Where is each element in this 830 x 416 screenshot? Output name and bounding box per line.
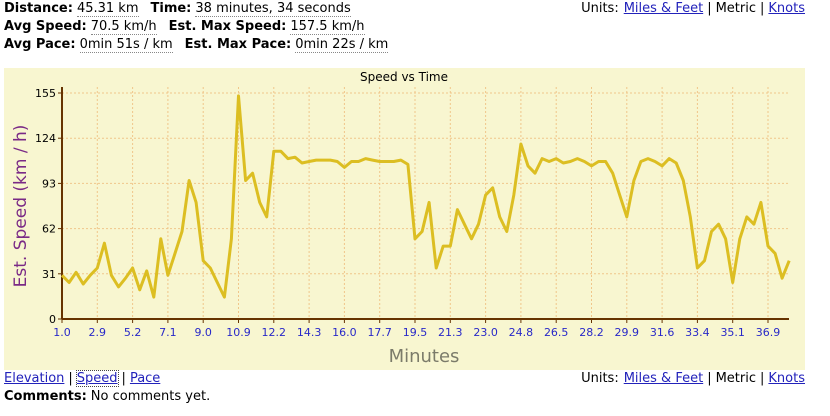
unit-current: Metric [715,371,757,386]
y-tick-label: 155 [35,87,56,100]
stat-value: 0min 22s / km [295,37,389,53]
x-tick-label: 21.3 [438,326,463,339]
x-tick-label: 17.7 [367,326,392,339]
separator: | [707,371,712,386]
stat-value: 0min 51s / km [79,37,173,53]
unit-link[interactable]: Miles & Feet [623,371,704,386]
x-tick-label: 26.5 [544,326,569,339]
x-tick-label: 28.2 [579,326,604,339]
stat-value: 70.5 km/h [90,19,157,35]
x-tick-label: 35.1 [720,326,745,339]
stat-line: Avg Speed: 70.5 km/h Est. Max Speed: 157.5 … [4,18,377,36]
view-links: Elevation | Speed | Pace [4,370,160,388]
comments-label: Comments: [4,389,87,404]
separator: | [760,371,765,386]
comments: Comments: No comments yet. [4,388,210,406]
unit-current: Metric [715,1,757,16]
stat-line: Avg Pace: 0min 51s / km Est. Max Pace: 0min… [4,36,400,54]
stat-label: Time: [150,1,192,16]
x-tick-label: 10.9 [226,326,251,339]
y-tick-label: 93 [42,177,56,190]
separator: | [68,371,73,386]
x-tick-label: 24.8 [509,326,534,339]
unit-link[interactable]: Knots [768,371,805,386]
stat-value: 38 minutes, 34 seconds [195,1,351,17]
unit-link[interactable]: Miles & Feet [623,1,704,16]
units-label: Units: [581,371,619,386]
chart: Speed vs Time Est. Speed (km / h) Minute… [4,68,805,370]
x-tick-label: 14.3 [297,326,322,339]
chart-background [4,68,805,370]
x-tick-label: 16.0 [332,326,357,339]
speed-line [60,94,791,299]
comments-value: No comments yet. [90,389,211,404]
x-tick-label: 5.2 [124,326,142,339]
stat-label: Distance: [4,1,73,16]
y-tick-label: 62 [42,223,56,236]
units-label: Units: [581,1,619,16]
view-link[interactable]: Speed [75,370,119,387]
stat-label: Avg Pace: [4,37,76,52]
x-tick-label: 33.4 [685,326,710,339]
separator: | [121,371,126,386]
x-tick-label: 9.0 [194,326,212,339]
stat-value: 157.5 km/h [290,19,365,35]
x-tick-label: 36.9 [756,326,781,339]
y-tick-label: 31 [42,268,56,281]
stat-label: Avg Speed: [4,19,87,34]
separator: | [760,1,765,16]
stat-value: 45.31 km [76,1,139,17]
view-link[interactable]: Pace [129,371,161,386]
stat-label: Est. Max Pace: [184,37,292,52]
view-link[interactable]: Elevation [4,371,65,386]
stat-label: Est. Max Speed: [168,19,287,34]
x-tick-label: 31.6 [650,326,675,339]
x-tick-label: 19.5 [403,326,428,339]
x-tick-label: 23.0 [473,326,498,339]
x-axis-label: Minutes [389,346,460,367]
stat-line: Distance: 45.31 km Time: 38 minutes, 34 sec… [4,0,363,18]
separator: | [707,1,712,16]
y-tick-label: 124 [35,132,56,145]
unit-link[interactable]: Knots [768,1,805,16]
chart-title: Speed vs Time [360,70,448,84]
x-tick-label: 1.0 [53,326,71,339]
y-tick-label: 0 [49,313,56,326]
y-axis-label: Est. Speed (km / h) [11,125,31,288]
units: Units: Miles & Feet | Metric | Knots [581,370,805,388]
x-tick-label: 2.9 [89,326,107,339]
x-tick-label: 29.9 [615,326,640,339]
x-tick-label: 12.2 [262,326,287,339]
x-tick-label: 7.1 [159,326,177,339]
units: Units: Miles & Feet | Metric | Knots [581,0,805,18]
